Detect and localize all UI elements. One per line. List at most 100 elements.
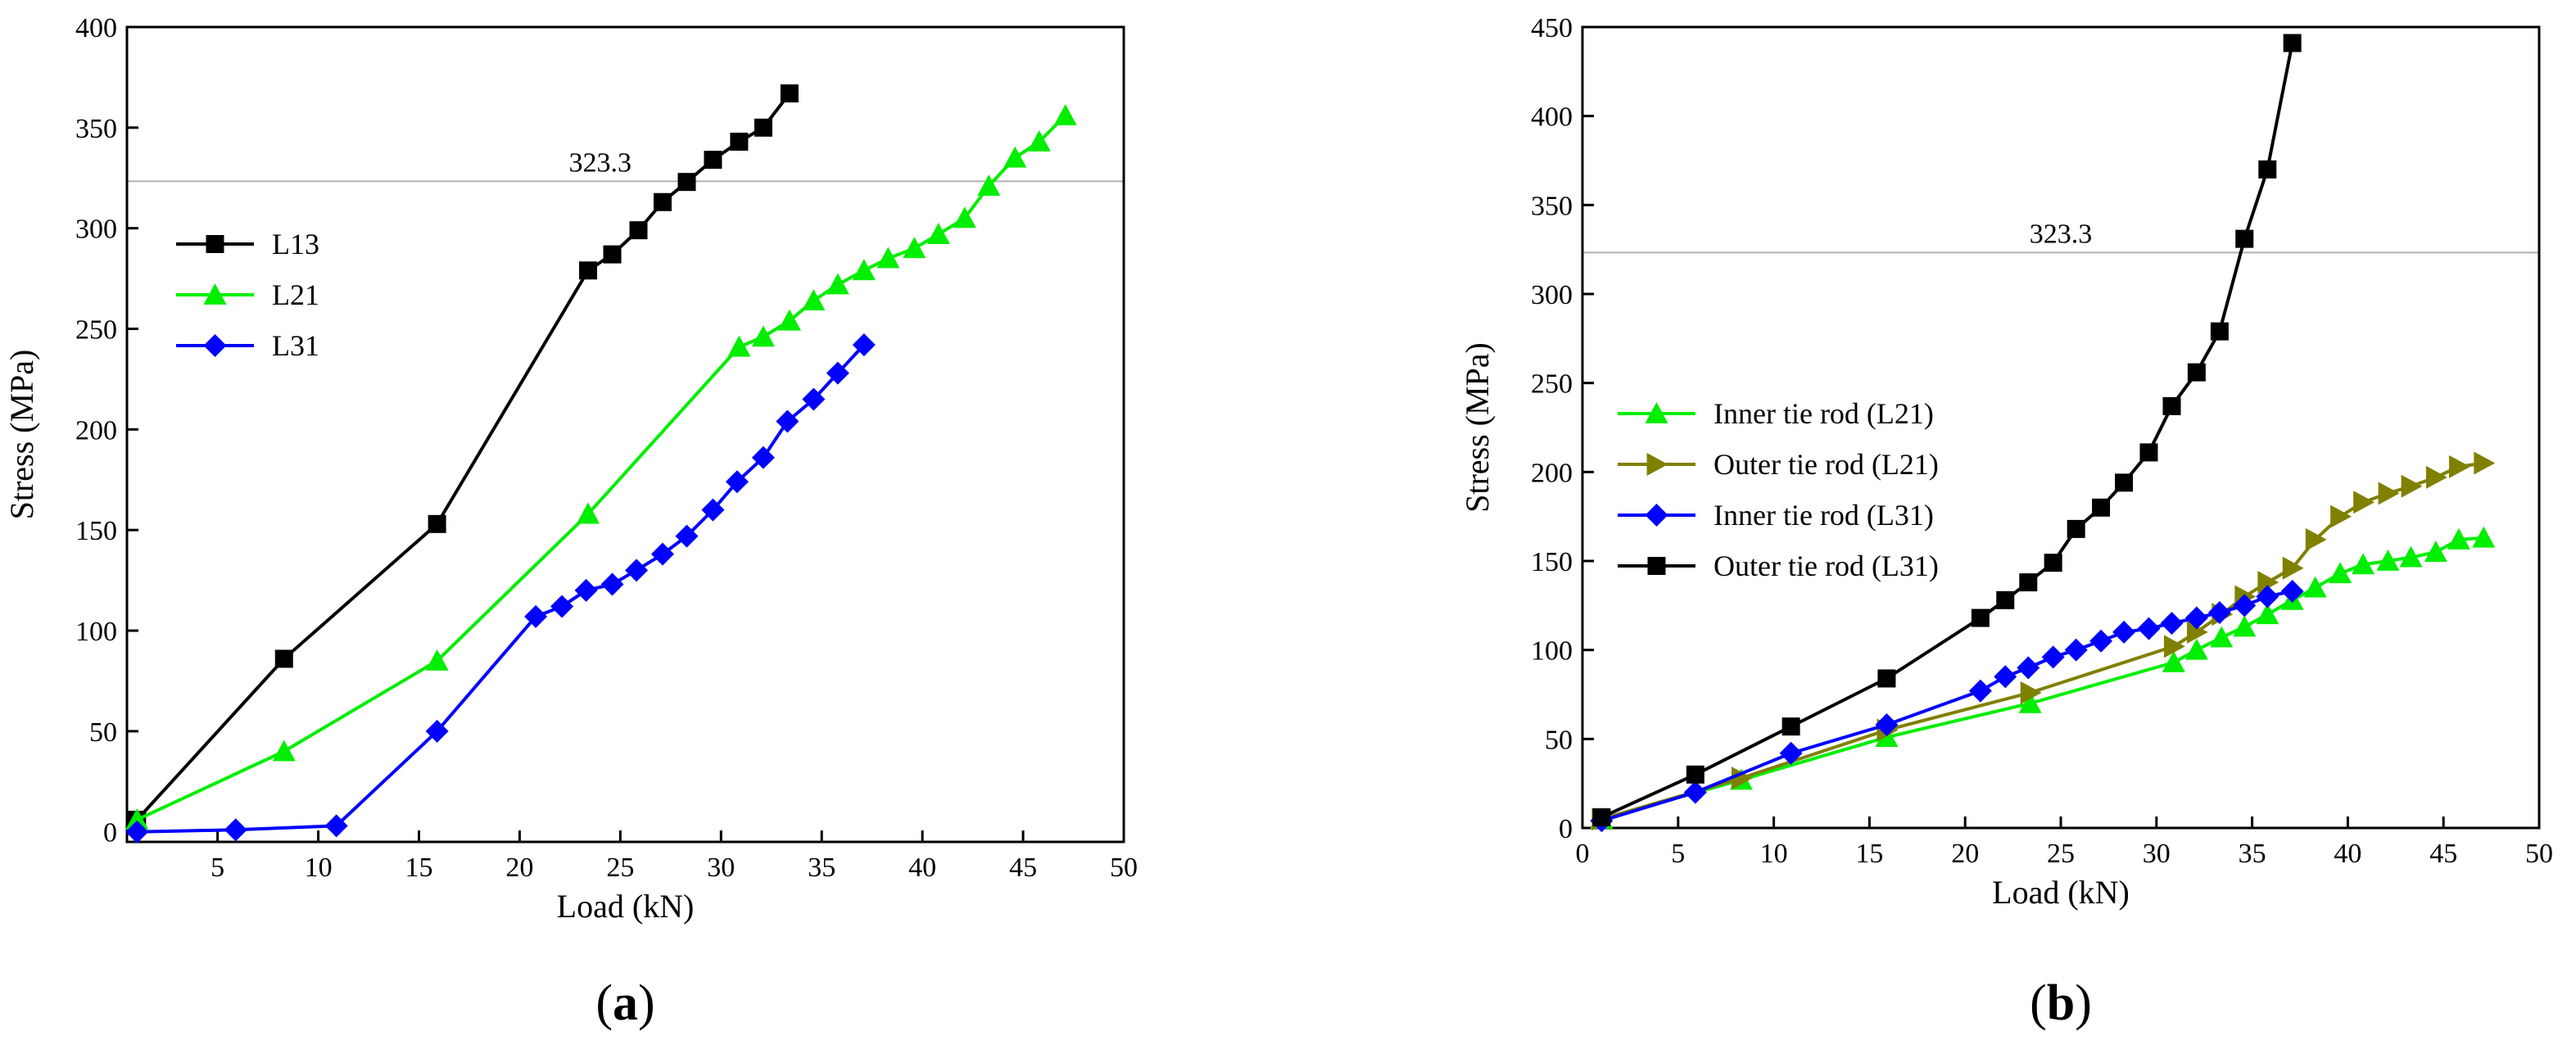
x-tick-label: 30 <box>707 853 735 883</box>
x-tick-label: 20 <box>1951 839 1979 869</box>
y-tick-label: 450 <box>1531 13 1573 43</box>
legend-item: L13 <box>176 228 319 260</box>
data-point <box>2067 519 2085 538</box>
data-point <box>2137 617 2161 640</box>
x-tick-label: 25 <box>606 853 634 883</box>
data-point <box>1053 104 1077 125</box>
legend-marker <box>203 283 227 305</box>
data-point <box>2378 482 2400 505</box>
data-point <box>1592 807 1611 826</box>
data-point <box>272 740 296 762</box>
y-tick-label: 100 <box>75 617 117 647</box>
data-point <box>1877 669 1896 688</box>
data-point <box>876 247 900 269</box>
data-point <box>524 604 548 628</box>
data-point <box>603 245 622 264</box>
data-point <box>2474 451 2496 475</box>
data-point <box>1994 665 2017 689</box>
data-point <box>2017 656 2040 680</box>
y-tick-label: 100 <box>1531 636 1573 667</box>
legend-label: Inner tie rod (L21) <box>1714 397 1934 430</box>
series-line <box>135 92 791 821</box>
x-tick-label: 40 <box>908 853 936 883</box>
series-l31 <box>125 333 876 844</box>
data-point <box>2162 650 2185 672</box>
data-point <box>2187 363 2206 382</box>
data-point <box>1781 717 1800 736</box>
x-tick-label: 45 <box>2429 839 2457 869</box>
x-tick-label: 40 <box>2334 839 2361 869</box>
data-point <box>977 174 1001 196</box>
y-axis-label: Stress (MPa) <box>1459 342 1496 513</box>
x-tick-label: 35 <box>2239 839 2266 869</box>
legend: L13 L21 L31 <box>176 228 319 362</box>
x-tick-label: 15 <box>1855 839 1883 869</box>
data-point <box>953 206 976 228</box>
legend-label: L13 <box>272 228 319 260</box>
data-point <box>2282 556 2304 580</box>
y-tick-label: 350 <box>75 114 117 144</box>
legend-item: Inner tie rod (L21) <box>1618 397 1934 430</box>
legend-label: Inner tie rod (L31) <box>1714 499 1934 532</box>
data-point <box>2210 626 2234 648</box>
y-tick-label: 0 <box>103 818 117 848</box>
data-point <box>2160 612 2184 636</box>
panel-label-open: ( <box>595 975 613 1031</box>
legend-marker <box>1645 402 1668 423</box>
data-point <box>751 446 775 469</box>
panel-label: (a) <box>595 975 654 1031</box>
x-tick-label: 0 <box>1576 839 1590 869</box>
y-tick-label: 200 <box>1531 458 1573 488</box>
legend-marker <box>203 334 227 357</box>
series-inner-tie-rod-l31 <box>1590 579 2304 833</box>
reference-line-label: 323.3 <box>569 147 632 178</box>
data-point <box>2399 545 2423 568</box>
data-point <box>579 261 598 280</box>
chart-panel-b: 323.3 0 5 10 15 20 25 30 35 40 45 50 0 50 100 150 200 250… <box>1459 13 2553 1031</box>
data-point <box>2447 527 2470 550</box>
series-inner-tie-rod-l21 <box>1590 526 2496 830</box>
series-outer-tie-rod-l31 <box>1592 34 2302 826</box>
legend-item: Inner tie rod (L31) <box>1618 499 1934 532</box>
x-tick-label: 10 <box>305 853 333 883</box>
data-point <box>1779 741 1803 765</box>
x-tick-label: 45 <box>1009 853 1037 883</box>
data-point <box>629 221 648 240</box>
data-point <box>2448 455 2470 478</box>
data-point <box>852 333 876 357</box>
data-point <box>2210 322 2229 341</box>
plot-frame <box>125 25 1125 844</box>
data-point <box>903 237 926 259</box>
legend-item: L31 <box>176 329 319 362</box>
panel-label-letter: a <box>613 975 638 1031</box>
data-point <box>826 361 849 385</box>
panel-label-close: ) <box>2075 975 2092 1031</box>
data-point <box>650 542 674 566</box>
x-axis-label: Load (kN) <box>557 888 695 925</box>
data-point <box>802 387 826 411</box>
legend-label: Outer tie rod (L31) <box>1714 550 1939 582</box>
y-tick-label: 0 <box>1559 814 1573 844</box>
legend-item: Outer tie rod (L21) <box>1618 448 1939 481</box>
x-tick-label: 10 <box>1760 839 1788 869</box>
data-point <box>577 502 600 524</box>
data-point <box>1027 130 1051 152</box>
y-tick-label: 300 <box>1531 280 1573 310</box>
data-point <box>776 409 799 433</box>
data-point <box>2092 498 2111 517</box>
data-point <box>653 192 672 211</box>
data-point <box>751 325 775 347</box>
x-tick-label: 30 <box>2143 839 2171 869</box>
data-point <box>2376 550 2400 571</box>
y-tick-label: 200 <box>75 415 117 446</box>
data-point <box>425 719 449 743</box>
chart-panel-a: 323.3 5 10 15 20 25 30 35 40 45 50 0 50 100 150 200 250 3… <box>3 13 1138 1031</box>
data-point <box>125 820 149 844</box>
y-tick-label: 50 <box>89 717 117 748</box>
data-point <box>1971 608 1990 627</box>
x-tick-label: 50 <box>2525 839 2553 869</box>
data-point <box>2256 603 2279 625</box>
series-line <box>1600 43 2294 819</box>
data-point <box>1968 679 1992 703</box>
